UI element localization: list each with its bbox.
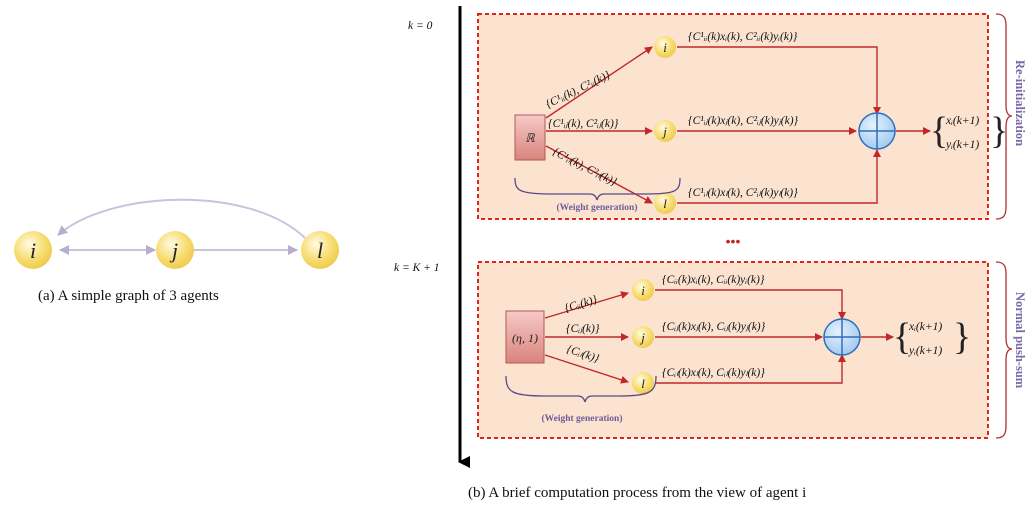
reinit-weight-brace bbox=[514, 177, 681, 201]
reinit-msg-label-i: {C¹ᵢᵢ(k)xᵢ(k), C²ᵢᵢ(k)yᵢ(k)} bbox=[688, 31, 798, 43]
pushsum-panel: (η, 1) {Cᵢᵢ(k)} {Cᵢⱼ(k)} {Cᵢₗ(k)} i j l … bbox=[477, 261, 1027, 439]
graph-node-j: j bbox=[156, 231, 194, 269]
pushsum-out-y: yᵢ(k+1) bbox=[908, 345, 942, 357]
reinit-weight-label: (Weight generation) bbox=[556, 202, 637, 213]
pushsum-msg-edge-i bbox=[655, 289, 846, 320]
pushsum-node-i bbox=[632, 279, 654, 301]
pushsum-node-l bbox=[632, 372, 654, 394]
caption-a: (a) A simple graph of 3 agents bbox=[38, 288, 219, 304]
pushsum-panel-box bbox=[477, 261, 989, 439]
pushsum-out-brace-close: } bbox=[953, 316, 971, 358]
pushsum-side-bracket bbox=[995, 261, 1013, 439]
reinit-sum-node bbox=[858, 112, 896, 150]
pushsum-source-box bbox=[505, 310, 545, 364]
reinit-node-l-label: l bbox=[663, 196, 667, 211]
reinit-node-i-label: i bbox=[663, 40, 667, 55]
reinit-msg-edge-i bbox=[677, 46, 881, 115]
pushsum-edge-to-i bbox=[544, 291, 629, 319]
graph-node-i: i bbox=[14, 231, 52, 269]
reinit-source-box bbox=[514, 114, 546, 161]
reinit-out-x: xᵢ(k+1) bbox=[945, 115, 979, 127]
graph-node-j-label: j bbox=[169, 238, 178, 263]
reinit-panel-box bbox=[477, 13, 989, 220]
reinit-out-brace-close: } bbox=[990, 110, 1008, 152]
pushsum-msg-label-l: {Cᵢₗ(k)xₗ(k), Cᵢₗ(k)yₗ(k)} bbox=[662, 367, 765, 379]
pushsum-out-brace: { bbox=[893, 316, 911, 358]
time-axis: k = 0 k = K + 1 bbox=[394, 6, 470, 468]
graph-node-l: l bbox=[301, 231, 339, 269]
graph-node-l-label: l bbox=[317, 238, 323, 263]
reinit-node-l bbox=[654, 192, 676, 214]
reinit-source-label: ℝ bbox=[525, 131, 535, 145]
graph-node-i-label: i bbox=[30, 238, 36, 263]
reinit-edge-to-i bbox=[545, 46, 653, 119]
reinit-side-label: Re-initialization bbox=[1013, 60, 1027, 146]
reinit-msg-label-j: {C¹ᵢⱼ(k)xⱼ(k), C²ᵢⱼ(k)yⱼ(k)} bbox=[688, 115, 799, 127]
pushsum-weight-brace bbox=[505, 375, 657, 403]
pushsum-msg-edge-l bbox=[655, 354, 846, 384]
reinit-msg-edge-l bbox=[677, 149, 881, 204]
pushsum-sum-node bbox=[823, 318, 861, 356]
caption-b: (b) A brief computation process from the… bbox=[468, 485, 806, 501]
pushsum-node-l-label: l bbox=[641, 376, 645, 391]
reinit-msg-label-l: {C¹ᵢₗ(k)xₗ(k), C²ᵢₗ(k)yₗ(k)} bbox=[688, 187, 798, 199]
pushsum-edge-to-l bbox=[544, 354, 629, 384]
pushsum-out-x: xᵢ(k+1) bbox=[908, 321, 942, 333]
pushsum-msg-label-i: {Cᵢᵢ(k)xᵢ(k), Cᵢᵢ(k)yᵢ(k)} bbox=[662, 274, 765, 286]
reinit-out-brace: { bbox=[930, 110, 948, 152]
pushsum-node-j-label: j bbox=[639, 330, 645, 345]
pushsum-weight-label: (Weight generation) bbox=[541, 413, 622, 424]
reinit-panel: ℝ {C¹ᵢᵢ(k), C²ᵢᵢ(k)} {C¹ᵢⱼ(k), C²ᵢⱼ(k)} … bbox=[477, 13, 1027, 220]
pushsum-source-label: (η, 1) bbox=[512, 331, 538, 345]
time-label-bottom: k = K + 1 bbox=[394, 262, 440, 274]
edge-l-to-i bbox=[57, 198, 306, 239]
reinit-node-j bbox=[654, 120, 676, 142]
graph-a: i j l (a) A simple graph of 3 agents bbox=[14, 198, 339, 304]
reinit-edge-label-j: {C¹ᵢⱼ(k), C²ᵢⱼ(k)} bbox=[548, 118, 619, 130]
reinit-node-i bbox=[654, 36, 676, 58]
reinit-out-y: yᵢ(k+1) bbox=[945, 139, 979, 151]
time-label-top: k = 0 bbox=[408, 20, 433, 32]
pushsum-side-label: Normal push-sum bbox=[1013, 292, 1027, 389]
ellipsis-dots: ••• bbox=[726, 233, 741, 249]
reinit-side-bracket bbox=[995, 13, 1013, 220]
pushsum-node-j bbox=[632, 326, 654, 348]
pushsum-node-i-label: i bbox=[641, 283, 645, 298]
reinit-node-j-label: j bbox=[661, 124, 667, 139]
pushsum-edge-label-j: {Cᵢⱼ(k)} bbox=[566, 323, 600, 335]
pushsum-msg-label-j: {Cᵢⱼ(k)xⱼ(k), Cᵢⱼ(k)yⱼ(k)} bbox=[662, 321, 766, 333]
